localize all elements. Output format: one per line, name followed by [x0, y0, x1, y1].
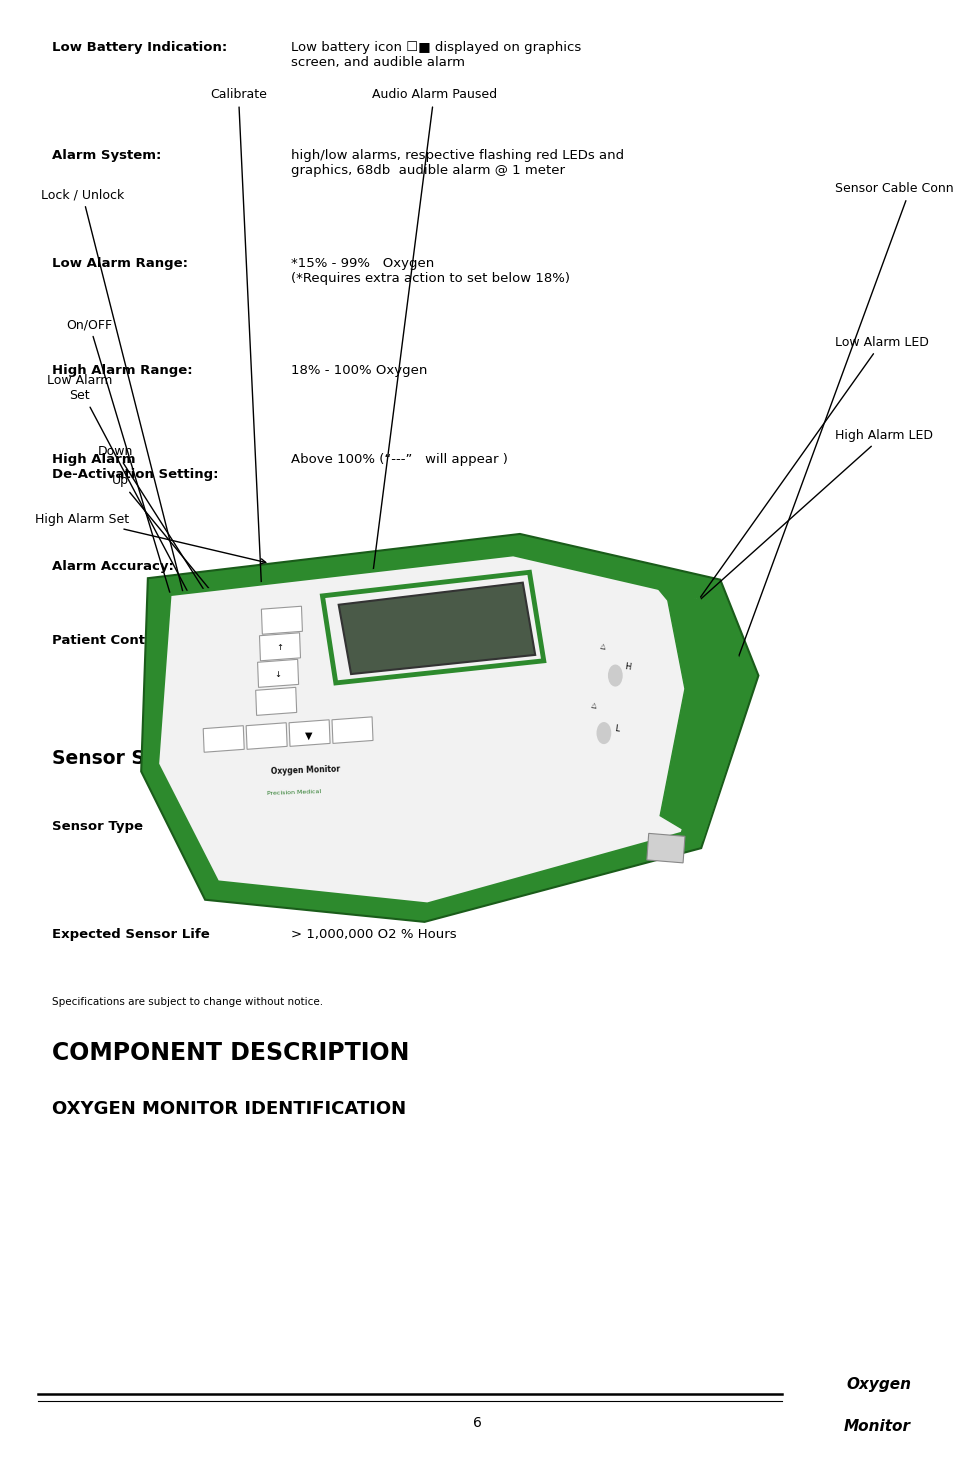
Text: OXYGEN MONITOR IDENTIFICATION: OXYGEN MONITOR IDENTIFICATION	[52, 1100, 406, 1118]
Text: Monitor: Monitor	[843, 1419, 910, 1434]
Polygon shape	[157, 555, 734, 904]
Text: High Alarm Set: High Alarm Set	[34, 513, 266, 563]
Text: Audio Alarm Paused: Audio Alarm Paused	[350, 88, 497, 739]
Text: Expected Sensor Life: Expected Sensor Life	[52, 928, 210, 941]
Polygon shape	[141, 534, 758, 922]
Text: Alarm System:: Alarm System:	[52, 149, 162, 162]
Text: Sensor Cable Connector: Sensor Cable Connector	[668, 183, 953, 845]
Polygon shape	[646, 833, 684, 863]
Polygon shape	[203, 726, 244, 752]
Text: Displayed value +/- 0.1: Displayed value +/- 0.1	[291, 560, 447, 574]
Text: *15% - 99%   Oxygen
(*Requires extra action to set below 18%): *15% - 99% Oxygen (*Requires extra actio…	[291, 257, 569, 285]
Polygon shape	[261, 606, 302, 634]
Text: Low Alarm
Set: Low Alarm Set	[47, 375, 244, 698]
Polygon shape	[289, 720, 330, 746]
Text: High Alarm Range:: High Alarm Range:	[52, 364, 193, 378]
Text: Low Alarm LED: Low Alarm LED	[606, 336, 927, 730]
Text: H: H	[623, 662, 631, 671]
Polygon shape	[338, 583, 535, 674]
Text: high/low alarms, respective flashing red LEDs and
graphics, 68db  audible alarm : high/low alarms, respective flashing red…	[291, 149, 623, 177]
Polygon shape	[255, 687, 296, 715]
Text: Calibrate: Calibrate	[210, 88, 271, 743]
Text: COMPONENT DESCRIPTION: COMPONENT DESCRIPTION	[52, 1041, 410, 1065]
Text: > 1,000,000 O2 % Hours: > 1,000,000 O2 % Hours	[291, 928, 456, 941]
Text: △: △	[591, 702, 597, 708]
Text: On/OFF: On/OFF	[67, 319, 213, 735]
Text: Alarm Accuracy:: Alarm Accuracy:	[52, 560, 174, 574]
Text: Sensor Type: Sensor Type	[52, 820, 143, 833]
Polygon shape	[650, 580, 751, 841]
Text: Up: Up	[112, 475, 254, 645]
Text: Low Alarm Range:: Low Alarm Range:	[52, 257, 189, 270]
Polygon shape	[332, 717, 373, 743]
Text: Down: Down	[98, 445, 255, 671]
Circle shape	[597, 723, 610, 743]
Text: ↓: ↓	[274, 670, 281, 678]
Polygon shape	[246, 723, 287, 749]
Text: High Alarm LED: High Alarm LED	[618, 429, 932, 673]
Text: Oxygen: Oxygen	[845, 1378, 910, 1392]
Text: High Alarm
De-Activation Setting:: High Alarm De-Activation Setting:	[52, 453, 219, 481]
Text: Specifications are subject to change without notice.: Specifications are subject to change wit…	[52, 997, 323, 1007]
Text: Low battery icon ☐■ displayed on graphics
screen, and audible alarm: Low battery icon ☐■ displayed on graphic…	[291, 41, 580, 69]
Text: Low Battery Indication:: Low Battery Indication:	[52, 41, 228, 55]
Text: △: △	[599, 643, 605, 649]
Text: Indirect contact via gas passing through sensor
sampling site.: Indirect contact via gas passing through…	[291, 634, 608, 662]
Circle shape	[608, 665, 621, 686]
Text: Sensor Specifications: Sensor Specifications	[52, 749, 280, 768]
Text: ↑: ↑	[275, 643, 283, 652]
Text: 18% - 100% Oxygen: 18% - 100% Oxygen	[291, 364, 427, 378]
Text: Precision Medical 504877 galvanic oxygen sensor
(fuel cell): Precision Medical 504877 galvanic oxygen…	[291, 820, 621, 848]
Text: ▼: ▼	[305, 732, 313, 740]
Text: 6: 6	[472, 1416, 481, 1429]
Polygon shape	[257, 659, 298, 687]
Text: Precision Medical: Precision Medical	[267, 789, 320, 795]
Polygon shape	[259, 633, 300, 661]
Text: Patient Contact:: Patient Contact:	[52, 634, 173, 648]
Text: Oxygen Monitor: Oxygen Monitor	[271, 764, 339, 776]
Text: L: L	[613, 724, 618, 733]
Text: Lock / Unlock: Lock / Unlock	[41, 189, 224, 751]
Text: Above 100% (“---”   will appear ): Above 100% (“---” will appear )	[291, 453, 507, 466]
